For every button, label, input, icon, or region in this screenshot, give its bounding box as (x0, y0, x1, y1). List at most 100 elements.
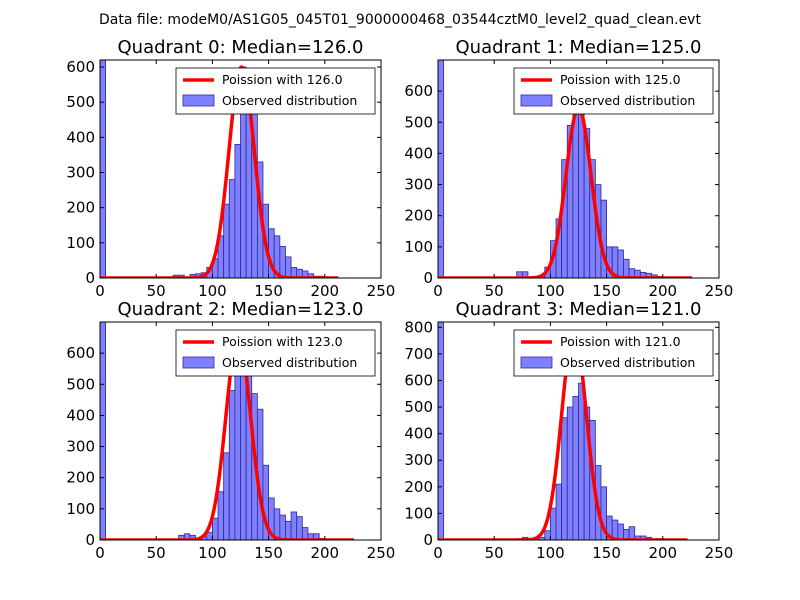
quadrant-2-axes-frame (99, 321, 382, 541)
y-tick-label: 600 (404, 82, 433, 100)
legend-label-poisson: Poission with 126.0 (222, 72, 343, 87)
histogram-bar (566, 406, 574, 540)
x-tick-label: 0 (95, 544, 105, 562)
x-tick-label: 250 (705, 544, 734, 562)
quadrant-3-axes-frame (437, 321, 720, 541)
x-tick-label: 250 (367, 282, 396, 300)
histogram-bar (301, 527, 309, 540)
x-tick-label: 100 (198, 282, 227, 300)
x-tick-label: 50 (485, 282, 504, 300)
quadrant-0-panel: Quadrant 0: Median=126.0 0 50 100 150 200 250 0… (66, 37, 395, 300)
y-tick-label: 0 (423, 531, 433, 549)
histogram-bar (290, 511, 298, 540)
y-tick-label: 600 (66, 58, 95, 76)
legend-label-poisson: Poission with 121.0 (560, 334, 681, 349)
legend: Poission with 126.0 Observed distribution (175, 67, 376, 115)
legend-bar-swatch (520, 356, 553, 369)
quadrant-1-panel: Quadrant 1: Median=125.0 0 50 100 150 200 250 0… (404, 37, 733, 300)
x-tick-label: 100 (536, 282, 565, 300)
legend-label-poisson: Poission with 123.0 (222, 334, 343, 349)
y-tick-label: 400 (66, 406, 95, 424)
histogram-bar (438, 322, 445, 540)
quadrant-0-axes-frame (99, 59, 382, 279)
y-tick-label: 300 (66, 164, 95, 182)
x-tick-label: 200 (310, 544, 339, 562)
y-tick-label: 100 (404, 238, 433, 256)
histogram-bar (100, 60, 107, 278)
x-tick-label: 50 (147, 544, 166, 562)
legend-label-observed: Observed distribution (222, 355, 357, 370)
histogram-bar (228, 390, 236, 540)
histogram-bar (211, 517, 219, 540)
histogram-bar (623, 258, 630, 278)
histogram-bar (572, 109, 579, 278)
histogram-bar (285, 256, 292, 278)
y-tick-label: 200 (66, 469, 95, 487)
histogram-bar (555, 483, 563, 540)
histogram-bar (234, 143, 241, 278)
y-tick-label: 100 (66, 500, 95, 518)
y-tick-label: 600 (404, 371, 433, 389)
histogram-bar (279, 245, 286, 278)
histogram-bar (223, 452, 230, 540)
x-tick-label: 150 (592, 544, 621, 562)
x-tick-label: 250 (705, 282, 734, 300)
x-tick-label: 250 (367, 544, 396, 562)
x-tick-label: 200 (648, 282, 677, 300)
legend: Poission with 121.0 Observed distribution (513, 329, 714, 377)
x-tick-label: 0 (95, 282, 105, 300)
y-tick-label: 700 (404, 345, 433, 363)
histogram-bar (296, 516, 303, 540)
poisson-curve (100, 335, 356, 540)
histogram-bar (100, 322, 107, 540)
histogram-bar (561, 417, 568, 540)
legend: Poission with 123.0 Observed distribution (175, 329, 376, 377)
y-tick-label: 100 (66, 234, 95, 252)
legend: Poission with 125.0 Observed distribution (513, 67, 714, 115)
quadrant-2-plot-area (100, 322, 356, 540)
histogram-bar (234, 368, 241, 540)
histogram-bar (550, 507, 557, 540)
quadrant-3-plot-area (438, 322, 689, 540)
x-tick-label: 200 (310, 282, 339, 300)
y-tick-label: 300 (404, 451, 433, 469)
legend-label-observed: Observed distribution (560, 93, 695, 108)
y-tick-label: 500 (404, 113, 433, 131)
quadrant-0-title: Quadrant 0: Median=126.0 (118, 37, 364, 58)
legend-bar-swatch (182, 94, 215, 107)
poisson-curve (438, 330, 689, 540)
quadrant-3-title: Quadrant 3: Median=121.0 (456, 299, 702, 320)
y-tick-label: 200 (66, 199, 95, 217)
x-tick-label: 0 (433, 282, 443, 300)
y-tick-label: 200 (404, 207, 433, 225)
x-tick-label: 0 (433, 544, 443, 562)
x-tick-label: 150 (254, 544, 283, 562)
x-tick-label: 100 (536, 544, 565, 562)
y-tick-label: 400 (404, 425, 433, 443)
histogram-bar (628, 526, 636, 540)
y-tick-label: 600 (66, 344, 95, 362)
quadrant-2-title: Quadrant 2: Median=123.0 (118, 299, 364, 320)
histogram-bar (228, 179, 236, 278)
y-tick-label: 200 (404, 478, 433, 496)
x-tick-label: 150 (592, 282, 621, 300)
y-tick-label: 300 (404, 176, 433, 194)
histogram-bar (578, 382, 585, 540)
y-tick-label: 0 (85, 269, 95, 287)
y-tick-label: 800 (404, 318, 433, 336)
histogram-bar (572, 396, 579, 540)
x-tick-label: 200 (648, 544, 677, 562)
x-tick-label: 50 (147, 282, 166, 300)
y-tick-label: 500 (66, 93, 95, 111)
histogram-bar (223, 203, 230, 278)
histogram-bar (617, 523, 624, 540)
quadrant-1-axes-frame (437, 59, 720, 279)
quadrant-3-panel: Quadrant 3: Median=121.0 0 50 100 150 200 250 0… (404, 299, 733, 562)
quadrant-1-title: Quadrant 1: Median=125.0 (456, 37, 702, 58)
y-tick-label: 500 (66, 375, 95, 393)
y-tick-label: 100 (404, 504, 433, 522)
x-tick-label: 150 (254, 282, 283, 300)
histogram-bar (438, 60, 445, 278)
y-tick-label: 0 (423, 269, 433, 287)
